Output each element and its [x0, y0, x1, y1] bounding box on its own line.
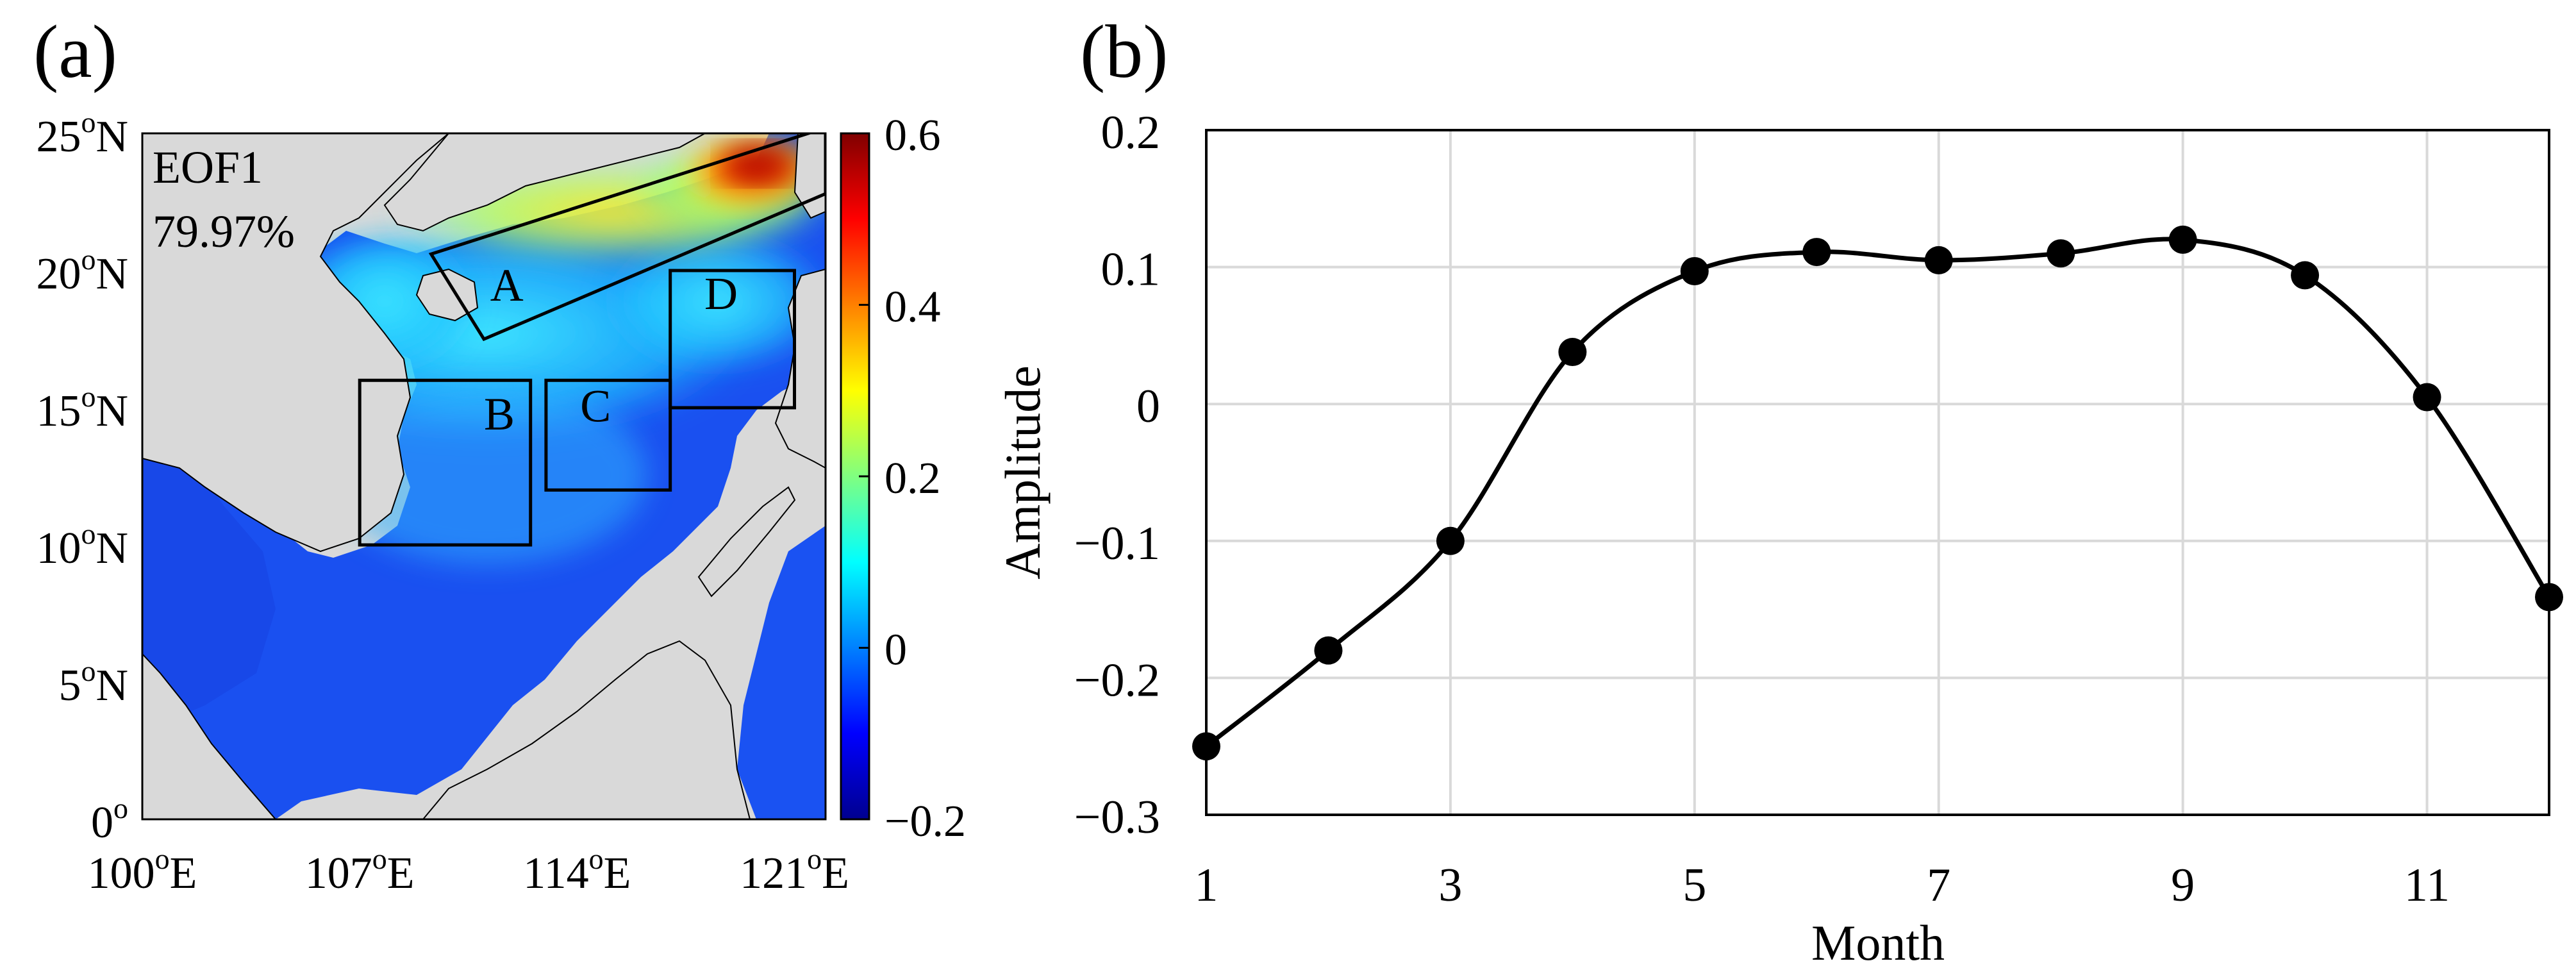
map-y-ticks: 25oN 20oN 15oN 10oN 5oN 0o	[36, 106, 128, 848]
amplitude-point-2	[1314, 636, 1343, 665]
map-y-tick-label: 20oN	[36, 243, 128, 299]
amplitude-point-5	[1680, 257, 1709, 286]
region-boxes: A B C D	[358, 133, 826, 547]
panel-b-y-tick-label: −0.3	[1074, 791, 1160, 844]
panel-b-ylabel: Amplitude	[995, 365, 1051, 580]
map-y-tick-label: 5oN	[58, 655, 128, 710]
region-box-B	[358, 378, 533, 547]
panel-b-x-ticks: 1 3 5 7 9 11	[1195, 859, 2450, 912]
map-y-tick-label: 10oN	[36, 517, 128, 573]
panel-b-x-tick-label: 11	[2404, 859, 2450, 912]
region-box-A	[428, 133, 826, 342]
amplitude-point-4	[1558, 338, 1587, 367]
amplitude-point-6	[1802, 238, 1831, 267]
map-x-tick-label: 121oE	[740, 842, 849, 898]
panel-b-y-tick-label: −0.1	[1074, 517, 1160, 570]
map-x-tick-label: 107oE	[305, 842, 415, 898]
land-malay	[142, 653, 277, 819]
panel-b-grid	[1205, 129, 2549, 816]
panel-b-x-tick-label: 1	[1195, 859, 1218, 912]
amplitude-point-10	[2291, 261, 2320, 290]
panel-b-y-tick-label: 0	[1136, 380, 1160, 433]
amplitude-point-3	[1436, 526, 1465, 555]
colorbar-tick-label: 0.6	[885, 111, 941, 160]
panel-b-xlabel: Month	[1811, 915, 1945, 971]
region-label-B: B	[484, 388, 515, 440]
panel-b-y-tick-label: −0.2	[1074, 654, 1160, 706]
amplitude-line	[1204, 237, 2551, 748]
land-china	[383, 133, 706, 232]
panel-b-x-tick-label: 5	[1683, 859, 1706, 912]
panel-a: (a)	[33, 10, 966, 898]
amplitude-points	[1192, 225, 2563, 761]
map-plot-area: A B C D	[142, 133, 826, 819]
cyan-mid	[327, 385, 647, 564]
amplitude-point-8	[2047, 239, 2075, 268]
land-palawan	[697, 486, 796, 597]
panel-b-frame	[1205, 129, 2550, 816]
land-borneo	[422, 640, 751, 819]
panel-b-y-ticks: 0.2 0.1 0 −0.1 −0.2 −0.3	[1074, 106, 1160, 844]
colorbar-ticks: 0.6 0.4 0.2 0 −0.2	[859, 111, 966, 846]
amplitude-point-12	[2535, 583, 2563, 612]
land-hainan	[415, 268, 479, 322]
panel-b-x-tick-label: 3	[1438, 859, 1462, 912]
map-x-tick-label: 114oE	[523, 842, 631, 898]
map-y-tick-label: 0o	[91, 792, 128, 848]
amplitude-point-9	[2168, 225, 2197, 254]
map-y-tick-label: 15oN	[36, 380, 128, 436]
sea-east	[737, 526, 826, 819]
map-subtitle: 79.97%	[153, 206, 295, 257]
colorbar-tick-label: −0.2	[885, 797, 966, 846]
map-x-ticks: 100oE 107oE 114oE 121oE	[88, 842, 849, 898]
panel-b: (b) 0.2 0.1 0 −0.1 −0.2 −0.3 1 3 5 7 9 11 Amplitud…	[995, 10, 2563, 971]
land-indochina	[142, 133, 450, 553]
panel-b-y-tick-label: 0.1	[1101, 244, 1161, 296]
amplitude-point-7	[1924, 246, 1953, 274]
land-masses	[142, 133, 826, 819]
amplitude-point-11	[2413, 383, 2441, 412]
panel-a-label: (a)	[33, 10, 117, 94]
panel-b-x-tick-label: 9	[2171, 859, 2195, 912]
hotspot-core	[724, 146, 795, 181]
colorbar-tick-label: 0	[885, 626, 907, 675]
panel-b-y-tick-label: 0.2	[1101, 106, 1161, 159]
map-frame	[141, 132, 827, 821]
colorbar-tick-label: 0.4	[885, 283, 941, 332]
panel-b-x-tick-label: 7	[1927, 859, 1950, 912]
map-title: EOF1	[153, 142, 263, 193]
region-box-D	[669, 269, 796, 410]
amplitude-point-1	[1192, 732, 1220, 761]
region-label-C: C	[580, 380, 611, 431]
region-label-D: D	[704, 268, 738, 319]
colorbar-tick-label: 0.2	[885, 454, 941, 503]
region-label-A: A	[490, 260, 524, 311]
panel-b-label: (b)	[1080, 10, 1168, 94]
map-x-tick-label: 100oE	[88, 842, 197, 898]
sea-gulf	[142, 458, 276, 731]
map-y-tick-label: 25oN	[36, 106, 128, 162]
